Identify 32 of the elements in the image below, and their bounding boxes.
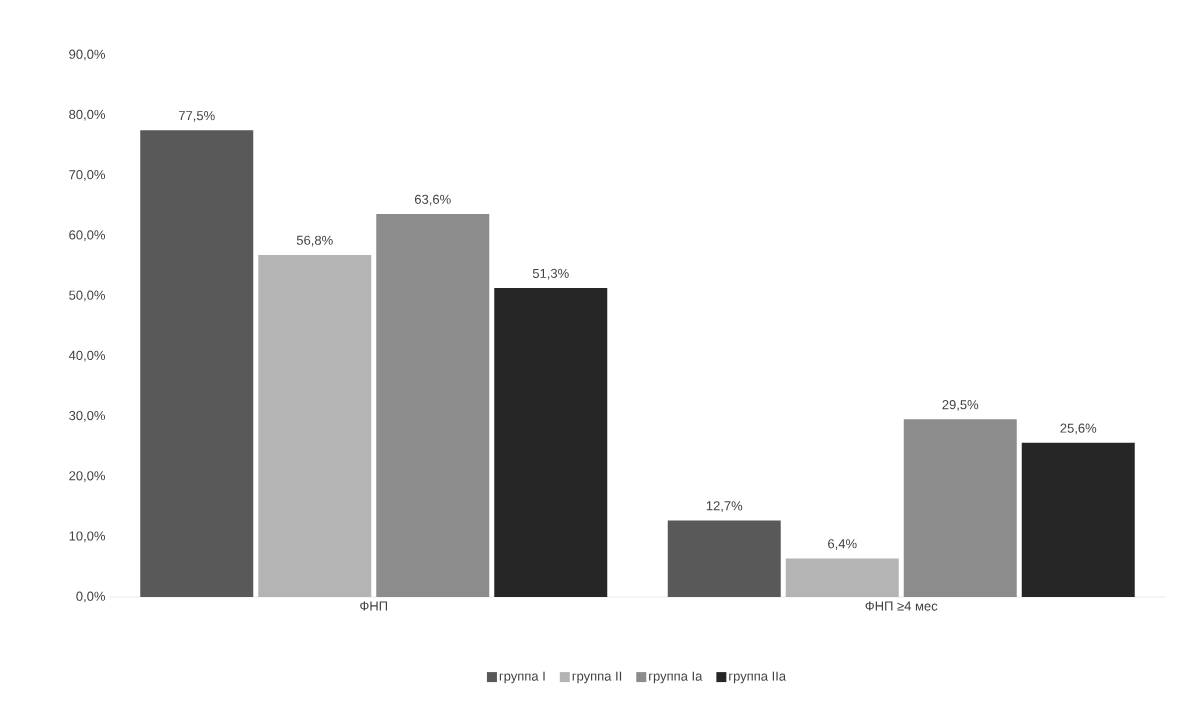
y-tick-label: 20,0% [69,471,106,482]
y-tick-label: 70,0% [69,170,106,181]
y-tick-label: 50,0% [69,290,106,302]
y-tick-label: 60,0% [69,230,106,242]
y-tick-label: 0,0% [76,591,106,603]
x-tick-label: ФНП ≥4 мес [865,601,938,611]
y-tick-label: 80,0% [69,109,106,121]
bar [667,520,781,597]
data-label: 12,7% [706,501,743,512]
data-label: 25,6% [1060,423,1097,435]
data-label: 6,4% [828,539,857,550]
data-label: 29,5% [942,400,979,411]
data-label: 77,5% [179,111,215,122]
legend-label: группа I [499,671,545,684]
bar [1021,442,1135,597]
x-tick-label: ФНП [360,601,388,611]
legend-label: группа IIa [729,671,787,684]
y-tick-label: 90,0% [69,49,106,61]
data-label: 63,6% [414,194,451,206]
legend-label: группа II [572,671,622,684]
bar [494,288,608,597]
bar [376,213,490,597]
y-tick-label: 40,0% [68,350,106,362]
bar [785,558,899,597]
bar [258,254,372,597]
legend-label: группа Ia [649,671,703,684]
y-tick-label: 10,0% [69,531,106,543]
bar [903,419,1017,597]
bar [140,130,254,597]
y-tick-label: 30,0% [69,410,106,422]
data-label: 51,3% [532,268,569,280]
data-label: 56,8% [296,235,333,247]
